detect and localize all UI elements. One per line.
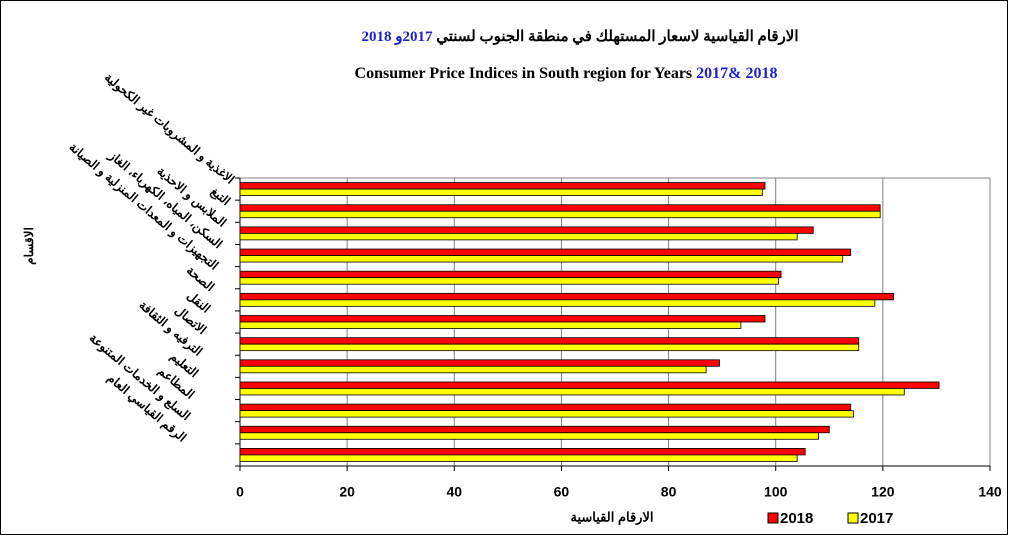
bar bbox=[239, 299, 876, 307]
bar bbox=[239, 292, 894, 301]
bar bbox=[239, 270, 782, 279]
bar bbox=[239, 321, 742, 329]
legend-label: 2018 bbox=[780, 510, 813, 527]
title-en: Consumer Price Indices in South region f… bbox=[355, 65, 778, 82]
bar bbox=[239, 454, 798, 462]
title-ar-years: 2017و 2018 bbox=[361, 29, 433, 45]
bar bbox=[239, 388, 905, 396]
bar bbox=[239, 277, 779, 285]
x-tick-label: 40 bbox=[446, 484, 462, 500]
bar bbox=[239, 232, 798, 241]
bar bbox=[239, 315, 766, 323]
bar bbox=[239, 255, 844, 263]
legend-swatch bbox=[847, 512, 859, 524]
legend-swatch bbox=[767, 512, 779, 524]
bar bbox=[239, 182, 766, 190]
x-tick-label: 140 bbox=[978, 484, 1002, 500]
bar bbox=[239, 210, 881, 219]
bar bbox=[239, 188, 763, 196]
title-en-years: 2017& 2018 bbox=[696, 65, 777, 82]
x-axis-label: الارقام القياسية bbox=[571, 509, 654, 525]
bar bbox=[239, 448, 806, 456]
bar bbox=[239, 365, 707, 374]
title-ar: الارقام القياسية لاسعار المستهلك في منطق… bbox=[361, 29, 798, 46]
x-tick-label: 120 bbox=[871, 484, 895, 500]
y-axis-label: الاقسام bbox=[22, 227, 37, 265]
x-tick-label: 80 bbox=[661, 484, 677, 500]
bar bbox=[239, 337, 860, 345]
bar bbox=[239, 226, 814, 234]
bar bbox=[239, 204, 881, 212]
x-tick-label: 100 bbox=[764, 484, 788, 500]
x-tick-label: 60 bbox=[554, 484, 570, 500]
legend-label: 2017 bbox=[860, 510, 893, 527]
title-en-text: Consumer Price Indices in South region f… bbox=[355, 65, 693, 82]
x-tick-label: 0 bbox=[236, 484, 244, 500]
bar bbox=[239, 248, 852, 256]
bar bbox=[239, 432, 819, 440]
title-ar-text: الارقام القياسية لاسعار المستهلك في منطق… bbox=[436, 29, 798, 46]
x-tick-label: 20 bbox=[339, 484, 355, 500]
bar bbox=[239, 343, 860, 352]
bar bbox=[239, 410, 854, 418]
bar bbox=[239, 359, 720, 367]
bar bbox=[239, 381, 940, 389]
bar bbox=[239, 403, 852, 412]
bar bbox=[239, 425, 830, 434]
